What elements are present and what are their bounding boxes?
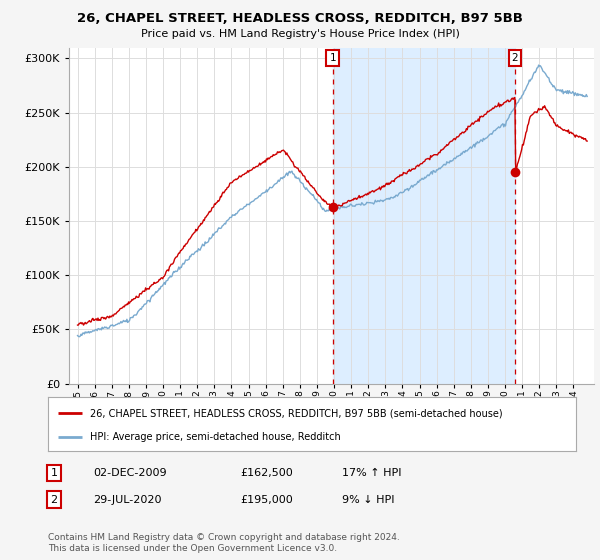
Text: 02-DEC-2009: 02-DEC-2009 bbox=[93, 468, 167, 478]
Text: HPI: Average price, semi-detached house, Redditch: HPI: Average price, semi-detached house,… bbox=[90, 432, 341, 442]
Text: 9% ↓ HPI: 9% ↓ HPI bbox=[342, 494, 395, 505]
Text: 2: 2 bbox=[512, 53, 518, 63]
Text: 17% ↑ HPI: 17% ↑ HPI bbox=[342, 468, 401, 478]
Text: 29-JUL-2020: 29-JUL-2020 bbox=[93, 494, 161, 505]
Text: Price paid vs. HM Land Registry's House Price Index (HPI): Price paid vs. HM Land Registry's House … bbox=[140, 29, 460, 39]
Text: Contains HM Land Registry data © Crown copyright and database right 2024.
This d: Contains HM Land Registry data © Crown c… bbox=[48, 533, 400, 553]
Text: 26, CHAPEL STREET, HEADLESS CROSS, REDDITCH, B97 5BB (semi-detached house): 26, CHAPEL STREET, HEADLESS CROSS, REDDI… bbox=[90, 408, 503, 418]
Text: 1: 1 bbox=[50, 468, 58, 478]
Bar bbox=[332, 48, 515, 384]
Text: £195,000: £195,000 bbox=[240, 494, 293, 505]
Text: 1: 1 bbox=[329, 53, 336, 63]
Text: 26, CHAPEL STREET, HEADLESS CROSS, REDDITCH, B97 5BB: 26, CHAPEL STREET, HEADLESS CROSS, REDDI… bbox=[77, 12, 523, 25]
Text: 2: 2 bbox=[50, 494, 58, 505]
Text: £162,500: £162,500 bbox=[240, 468, 293, 478]
